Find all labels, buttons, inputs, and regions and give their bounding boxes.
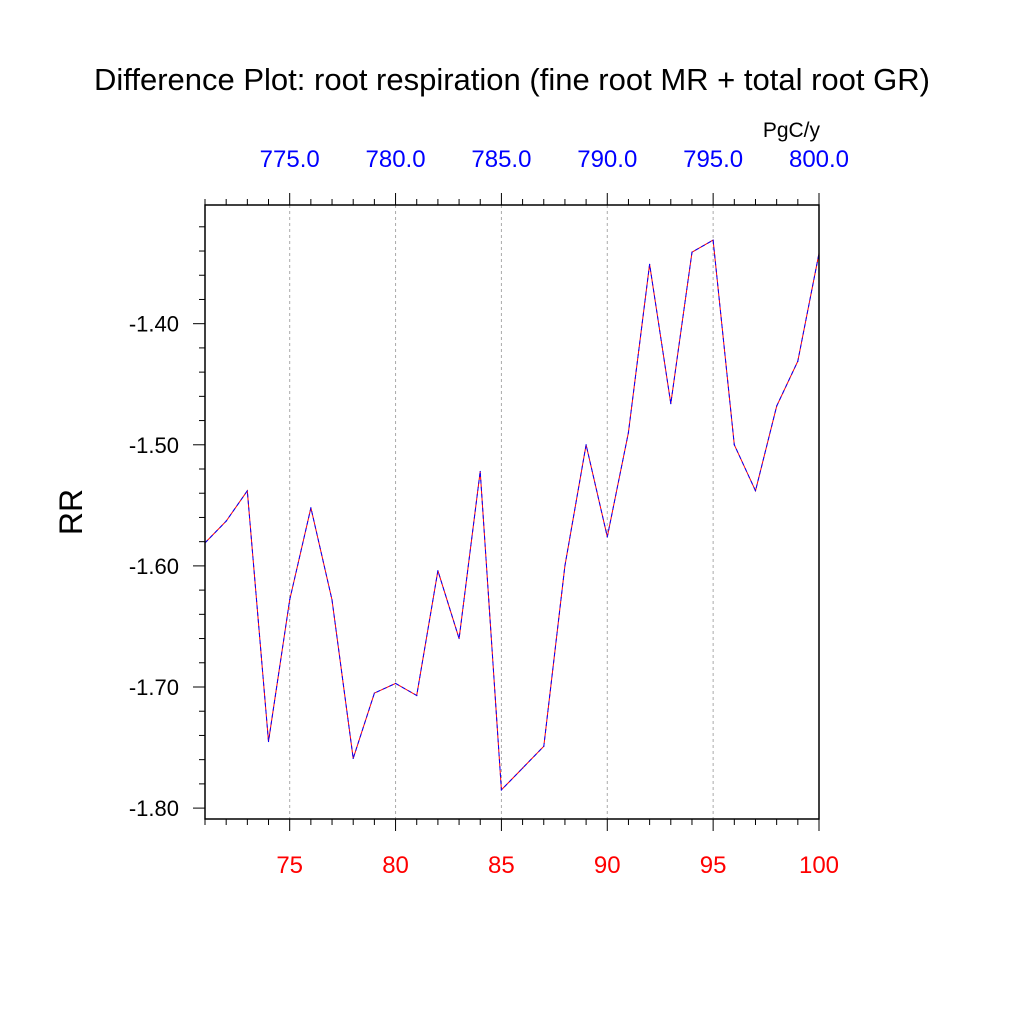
- data-point: [394, 682, 397, 684]
- axis-ticks: [193, 193, 820, 831]
- data-point: [437, 570, 439, 572]
- plot-series: [204, 239, 820, 792]
- x-tick-label: 90: [594, 852, 621, 879]
- data-point: [521, 767, 524, 769]
- units-label: PgC/y: [763, 119, 821, 142]
- data-point: [585, 444, 587, 446]
- y-tick-label: -1.50: [129, 433, 179, 458]
- x-tick-label: 85: [488, 852, 515, 879]
- top-tick-label: 790.0: [577, 146, 637, 173]
- data-point: [691, 251, 693, 253]
- data-point: [649, 263, 651, 265]
- x-tick-label: 80: [382, 852, 409, 879]
- data-point: [373, 692, 375, 694]
- chart-title: Difference Plot: root respiration (fine …: [94, 62, 930, 97]
- data-point: [670, 403, 672, 405]
- data-point: [225, 520, 227, 522]
- data-point: [500, 789, 503, 791]
- top-tick-label: 780.0: [366, 146, 426, 173]
- series-line-blue: [204, 239, 820, 792]
- grid: [289, 205, 714, 819]
- data-point: [458, 637, 460, 640]
- top-tick-label: 785.0: [471, 146, 531, 173]
- y-tick-label: -1.40: [129, 312, 179, 337]
- data-point: [776, 405, 778, 407]
- data-point: [416, 694, 418, 697]
- x-tick-label: 100: [799, 852, 839, 879]
- data-point: [712, 239, 714, 241]
- y-tick-label: -1.80: [129, 796, 179, 821]
- top-tick-label: 800.0: [789, 146, 849, 173]
- data-point: [267, 740, 270, 743]
- x-tick-label: 75: [276, 852, 303, 879]
- tick-labels: 75 80 85 90 95 100 775.0 780.0 785.0 790.0 795.0 80…: [129, 146, 849, 879]
- data-point: [797, 360, 799, 362]
- data-point: [627, 432, 630, 434]
- top-tick-label: 775.0: [260, 146, 320, 173]
- plot-frame: [204, 204, 820, 820]
- series-line-red: [204, 239, 820, 792]
- top-tick-label: 795.0: [683, 146, 743, 173]
- data-point: [246, 490, 248, 492]
- x-tick-label: 95: [700, 852, 727, 879]
- data-point: [352, 757, 354, 760]
- y-tick-label: -1.60: [129, 554, 179, 579]
- data-point: [331, 599, 333, 601]
- data-point: [564, 565, 566, 567]
- y-tick-label: -1.70: [129, 675, 179, 700]
- data-point: [479, 470, 481, 473]
- data-point: [543, 745, 545, 747]
- data-point: [733, 444, 735, 446]
- data-point: [289, 599, 291, 601]
- y-axis-label: RR: [53, 489, 89, 535]
- data-point: [754, 490, 757, 492]
- data-point: [606, 536, 608, 538]
- data-point: [310, 507, 312, 509]
